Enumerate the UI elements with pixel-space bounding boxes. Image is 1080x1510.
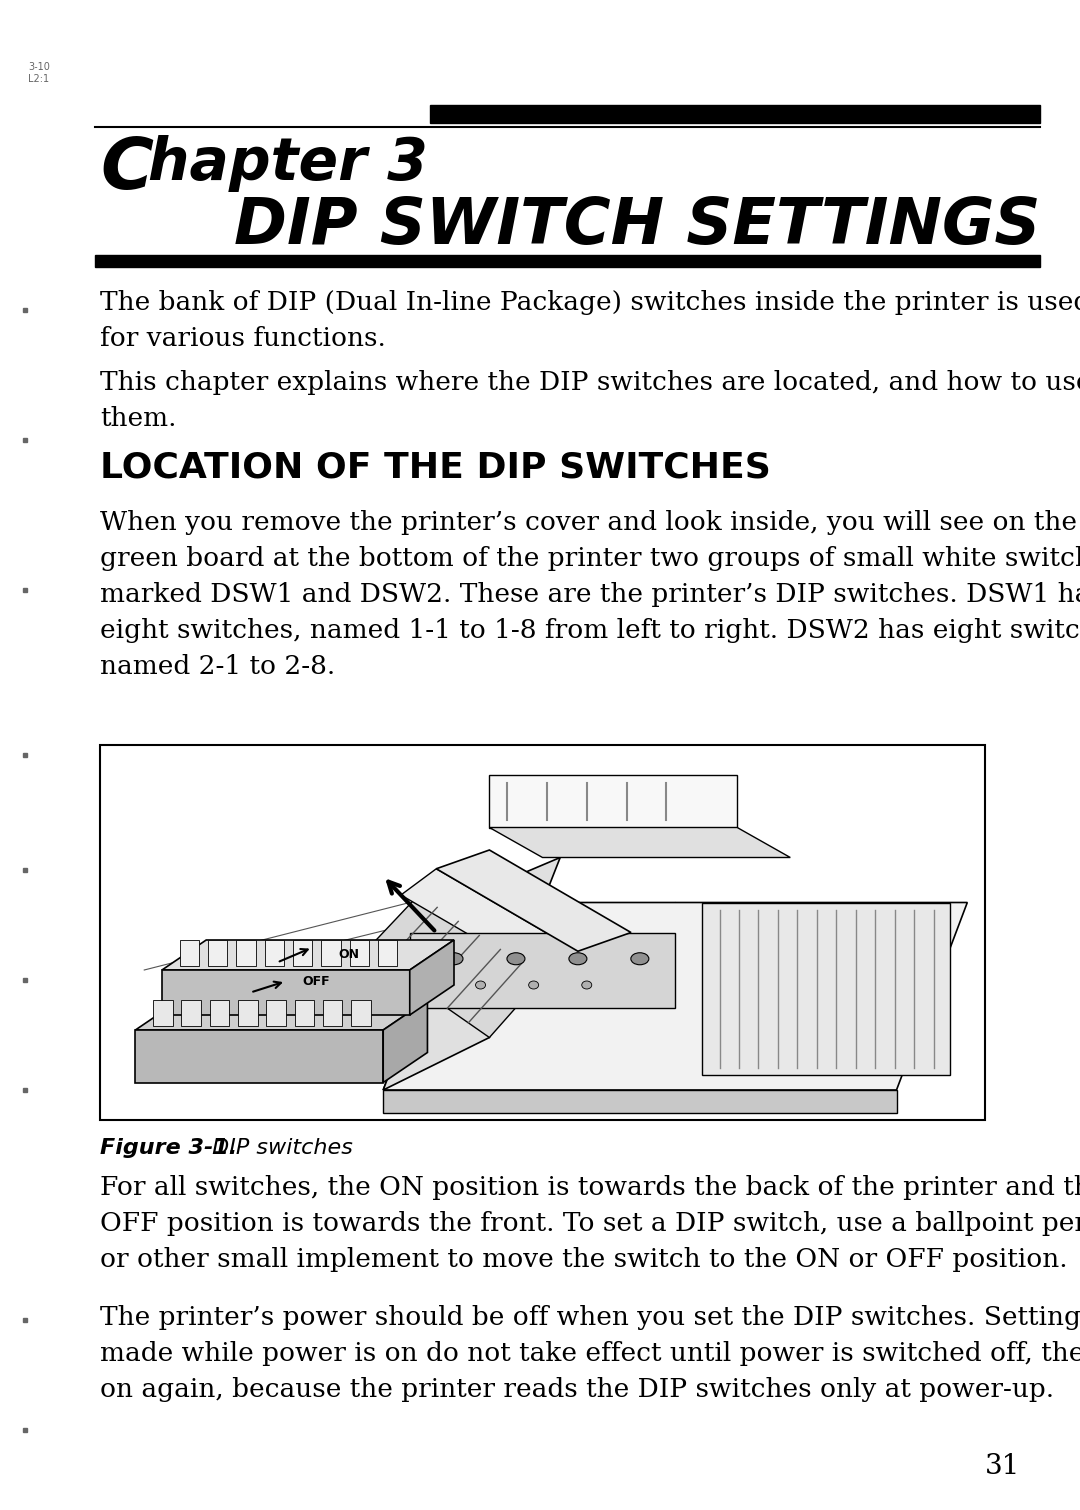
Polygon shape <box>383 858 561 1090</box>
Text: OFF: OFF <box>302 975 330 988</box>
Text: 3-10
L2:1: 3-10 L2:1 <box>28 62 50 85</box>
Polygon shape <box>378 941 397 966</box>
Polygon shape <box>489 775 738 827</box>
Bar <box>95 255 1040 267</box>
Text: DIP switches: DIP switches <box>205 1139 353 1158</box>
Polygon shape <box>267 1000 286 1027</box>
Polygon shape <box>181 1000 201 1027</box>
Ellipse shape <box>631 953 649 965</box>
Polygon shape <box>162 941 454 969</box>
Polygon shape <box>702 903 949 1075</box>
Polygon shape <box>208 941 228 966</box>
Ellipse shape <box>475 982 486 989</box>
Bar <box>100 744 985 1120</box>
Text: hapter 3: hapter 3 <box>148 134 428 192</box>
Text: LOCATION OF THE DIP SWITCHES: LOCATION OF THE DIP SWITCHES <box>100 450 771 485</box>
Text: C: C <box>100 134 153 204</box>
Ellipse shape <box>422 982 432 989</box>
Ellipse shape <box>507 953 525 965</box>
Text: This chapter explains where the DIP switches are located, and how to use
them.: This chapter explains where the DIP swit… <box>100 370 1080 430</box>
Polygon shape <box>321 941 340 966</box>
Polygon shape <box>237 941 256 966</box>
Polygon shape <box>295 1000 314 1027</box>
Polygon shape <box>238 1000 257 1027</box>
Polygon shape <box>401 868 578 977</box>
Text: The printer’s power should be off when you set the DIP switches. Settings
made w: The printer’s power should be off when y… <box>100 1305 1080 1401</box>
Polygon shape <box>293 941 312 966</box>
Polygon shape <box>135 1030 383 1083</box>
Text: The bank of DIP (Dual In-line Package) switches inside the printer is used
for v: The bank of DIP (Dual In-line Package) s… <box>100 290 1080 350</box>
Polygon shape <box>489 827 791 858</box>
Polygon shape <box>409 933 675 1007</box>
Polygon shape <box>365 895 542 1037</box>
Ellipse shape <box>528 982 539 989</box>
Polygon shape <box>179 941 199 966</box>
Polygon shape <box>409 941 454 1015</box>
Text: Figure 3-1.: Figure 3-1. <box>100 1139 238 1158</box>
Text: DIP SWITCH SETTINGS: DIP SWITCH SETTINGS <box>233 195 1040 257</box>
Polygon shape <box>383 903 968 1090</box>
Polygon shape <box>436 850 631 951</box>
Polygon shape <box>323 1000 342 1027</box>
Polygon shape <box>351 1000 370 1027</box>
Polygon shape <box>162 969 409 1015</box>
Text: When you remove the printer’s cover and look inside, you will see on the
green b: When you remove the printer’s cover and … <box>100 510 1080 680</box>
Ellipse shape <box>582 982 592 989</box>
Polygon shape <box>265 941 284 966</box>
Polygon shape <box>153 1000 173 1027</box>
Text: 31: 31 <box>985 1453 1020 1480</box>
Polygon shape <box>383 1000 428 1083</box>
Polygon shape <box>210 1000 229 1027</box>
Text: ON: ON <box>338 948 359 962</box>
Polygon shape <box>383 1090 896 1113</box>
Text: For all switches, the ON position is towards the back of the printer and the
OFF: For all switches, the ON position is tow… <box>100 1175 1080 1271</box>
Ellipse shape <box>569 953 586 965</box>
Polygon shape <box>350 941 369 966</box>
Ellipse shape <box>445 953 463 965</box>
Polygon shape <box>135 1000 428 1030</box>
Bar <box>430 106 1040 122</box>
